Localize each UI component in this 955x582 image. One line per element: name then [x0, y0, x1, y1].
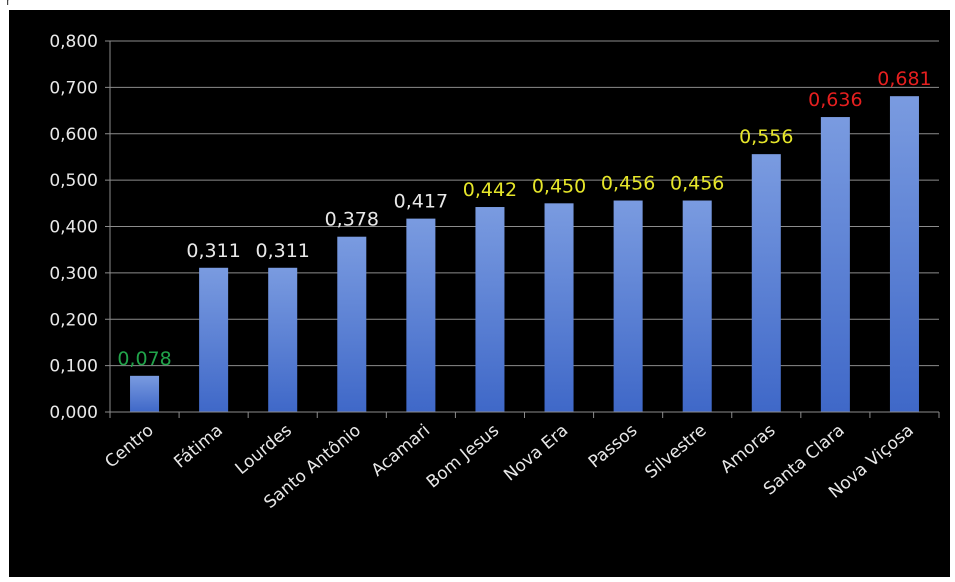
gridlines	[110, 40, 939, 367]
y-tick-label: 0,300	[49, 264, 98, 284]
data-label: 0,417	[394, 191, 448, 213]
cropped-text-fragment: r	[6, 0, 11, 8]
bar	[199, 267, 229, 412]
bars	[130, 96, 919, 413]
bar	[544, 203, 574, 412]
bar	[268, 267, 298, 412]
bar	[751, 154, 781, 412]
x-tick-label: Bom Jesus	[423, 420, 503, 492]
x-tick-label: Acamari	[368, 421, 434, 481]
bar	[406, 218, 436, 412]
data-label: 0,311	[256, 240, 310, 262]
y-tick-label: 0,700	[49, 78, 98, 98]
data-label: 0,636	[808, 89, 862, 111]
y-axis-tick-labels: 0,000 0,100 0,200 0,300 0,400 0,500 0,600 0,700…	[49, 32, 98, 423]
bar-chart: 0,000 0,100 0,200 0,300 0,400 0,500 0,600 0,700…	[49, 32, 940, 513]
y-tick-label: 0,500	[49, 171, 98, 191]
bar	[613, 200, 643, 412]
bar	[475, 207, 505, 412]
chart-container: 0,000 0,100 0,200 0,300 0,400 0,500 0,600 0,700…	[9, 10, 950, 577]
y-tick-label: 0,000	[49, 403, 98, 423]
x-tick-label: Nova Era	[500, 421, 572, 486]
data-label: 0,078	[117, 348, 171, 370]
x-tick-label: Passos	[585, 420, 642, 472]
bar	[130, 375, 160, 412]
bar	[889, 96, 919, 412]
y-tick-label: 0,800	[49, 32, 98, 52]
data-label: 0,556	[739, 126, 793, 148]
bar	[820, 117, 850, 413]
data-label: 0,311	[186, 240, 240, 262]
axes	[105, 40, 940, 418]
x-tick-label: Lourdes	[232, 420, 296, 479]
bar	[337, 236, 367, 412]
x-tick-label: Silvestre	[641, 421, 710, 483]
data-label: 0,378	[325, 209, 379, 231]
y-tick-label: 0,200	[49, 310, 98, 330]
x-tick-label: Fátima	[170, 421, 227, 473]
data-label: 0,450	[532, 175, 586, 197]
data-label: 0,456	[601, 173, 655, 195]
y-tick-label: 0,400	[49, 218, 98, 238]
data-labels: 0,078 0,311 0,311 0,378 0,417 0,442 0,450 0,456…	[117, 68, 931, 370]
y-tick-label: 0,600	[49, 125, 98, 145]
y-tick-label: 0,100	[49, 357, 98, 377]
data-label: 0,681	[877, 68, 931, 90]
x-tick-label: Amoras	[717, 420, 780, 477]
data-label: 0,442	[463, 179, 517, 201]
bar	[682, 200, 712, 412]
data-label: 0,456	[670, 173, 724, 195]
x-tick-label: Centro	[101, 421, 157, 473]
